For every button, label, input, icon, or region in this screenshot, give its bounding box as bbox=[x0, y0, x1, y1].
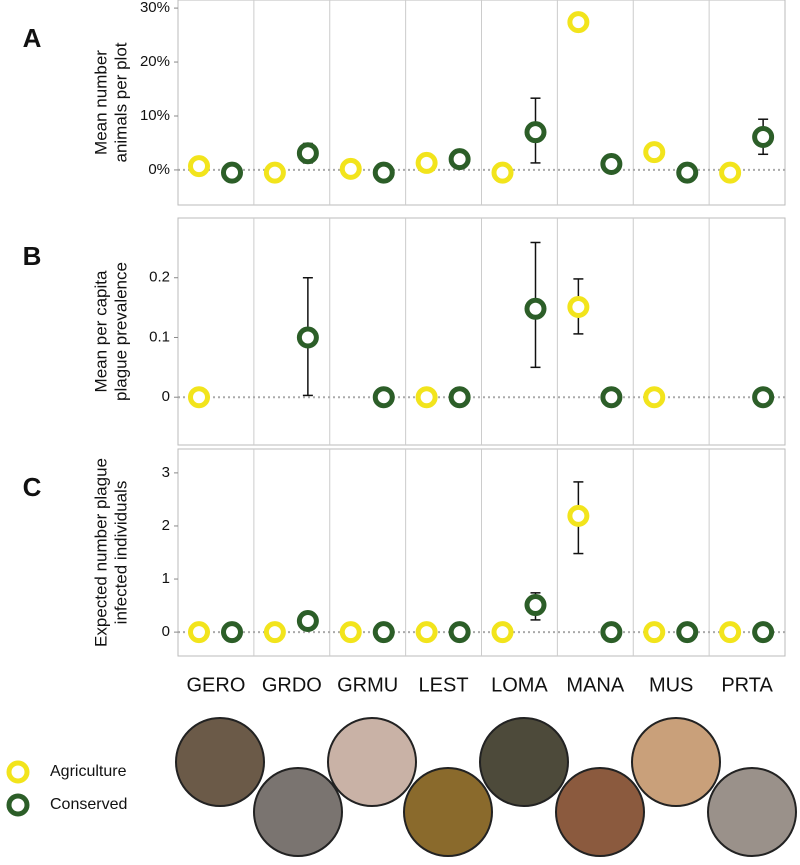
y-tick-label: 10% bbox=[140, 107, 170, 124]
photos bbox=[175, 717, 797, 857]
point bbox=[600, 153, 623, 175]
point bbox=[491, 161, 514, 184]
y-tick-label: 0 bbox=[162, 388, 170, 405]
point bbox=[188, 386, 210, 409]
point bbox=[263, 621, 286, 644]
y-axis-label: Mean per capita bbox=[91, 270, 110, 392]
point bbox=[600, 386, 623, 409]
legend-label: Conserved bbox=[50, 796, 127, 813]
x-tick-label: MANA bbox=[566, 674, 624, 696]
point bbox=[188, 155, 210, 178]
point bbox=[719, 161, 742, 184]
point bbox=[448, 386, 471, 409]
point bbox=[567, 11, 590, 34]
photo bbox=[327, 717, 417, 807]
point bbox=[643, 621, 666, 644]
point bbox=[524, 121, 547, 144]
point bbox=[524, 594, 547, 617]
panel-letter: B bbox=[23, 241, 42, 271]
point bbox=[600, 621, 623, 644]
point bbox=[415, 151, 438, 174]
x-tick-label: PRTA bbox=[721, 674, 773, 696]
y-tick-label: 3 bbox=[162, 464, 170, 481]
y-tick-label: 0.2 bbox=[149, 269, 170, 286]
point bbox=[491, 621, 514, 644]
y-tick-label: 30% bbox=[140, 0, 170, 16]
point bbox=[296, 326, 319, 349]
point bbox=[524, 297, 547, 320]
point bbox=[339, 157, 362, 180]
point bbox=[643, 141, 666, 164]
photo bbox=[253, 767, 343, 857]
photo bbox=[555, 767, 645, 857]
point bbox=[752, 126, 775, 149]
point bbox=[372, 386, 395, 409]
y-tick-label: 0% bbox=[148, 161, 170, 178]
point bbox=[448, 148, 471, 171]
x-tick-label: MUS bbox=[649, 674, 693, 696]
x-tick-label: GERO bbox=[186, 674, 245, 696]
point bbox=[296, 142, 319, 165]
point bbox=[415, 621, 438, 644]
y-tick-label: 1 bbox=[162, 570, 170, 587]
x-tick-label: LOMA bbox=[491, 674, 548, 696]
y-axis-label: animals per plot bbox=[111, 42, 130, 162]
legend-marker bbox=[6, 793, 30, 817]
point bbox=[339, 621, 362, 644]
point bbox=[221, 161, 243, 184]
photo bbox=[631, 717, 721, 807]
point bbox=[296, 609, 319, 632]
y-tick-label: 20% bbox=[140, 53, 170, 70]
y-tick-label: 0 bbox=[162, 623, 170, 640]
y-axis-label: Mean number bbox=[91, 50, 110, 155]
legend-marker bbox=[6, 760, 30, 784]
point bbox=[719, 621, 742, 644]
point bbox=[676, 621, 699, 644]
point bbox=[567, 296, 590, 319]
point bbox=[643, 386, 666, 409]
point bbox=[752, 386, 775, 409]
photo bbox=[403, 767, 493, 857]
point bbox=[221, 621, 243, 644]
point bbox=[752, 621, 775, 644]
point bbox=[415, 386, 438, 409]
point bbox=[188, 621, 210, 644]
point bbox=[263, 161, 286, 184]
point bbox=[448, 621, 471, 644]
photo bbox=[175, 717, 265, 807]
photo bbox=[707, 767, 797, 857]
point bbox=[372, 161, 395, 184]
y-tick-label: 2 bbox=[162, 517, 170, 534]
legend-label: Agriculture bbox=[50, 763, 127, 780]
x-tick-label: LEST bbox=[419, 674, 469, 696]
panel-letter: C bbox=[23, 472, 42, 502]
y-axis-label: infected individuals bbox=[111, 481, 130, 625]
x-tick-label: GRDO bbox=[262, 674, 322, 696]
point bbox=[676, 161, 699, 184]
point bbox=[567, 504, 590, 527]
y-axis-label: plague prevalence bbox=[111, 262, 130, 401]
x-tick-label: GRMU bbox=[337, 674, 398, 696]
photo bbox=[479, 717, 569, 807]
point bbox=[372, 621, 395, 644]
panel-letter: A bbox=[23, 23, 42, 53]
y-axis-label: Expected number plague bbox=[91, 458, 110, 647]
y-tick-label: 0.1 bbox=[149, 328, 170, 345]
